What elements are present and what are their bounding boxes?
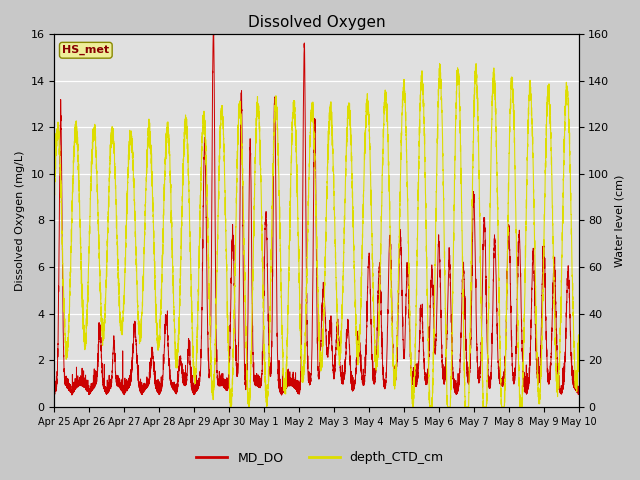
depth_CTD_cm: [299, 369, 307, 375]
depth_CTD_cm: [434, 136, 442, 142]
MD_DO: [547, 373, 554, 379]
Legend: MD_DO, depth_CTD_cm: MD_DO, depth_CTD_cm: [191, 446, 449, 469]
MD_DO: [575, 391, 582, 396]
MD_DO: [449, 359, 456, 365]
MD_DO: [228, 222, 236, 228]
MD_DO: [553, 332, 561, 337]
depth_CTD_cm: [227, 404, 234, 410]
depth_CTD_cm: [449, 297, 456, 302]
MD_DO: [434, 266, 442, 272]
Line: MD_DO: MD_DO: [54, 34, 579, 395]
MD_DO: [278, 392, 285, 398]
depth_CTD_cm: [436, 60, 444, 66]
Y-axis label: Dissolved Oxygen (mg/L): Dissolved Oxygen (mg/L): [15, 150, 25, 291]
depth_CTD_cm: [228, 371, 236, 377]
Line: depth_CTD_cm: depth_CTD_cm: [54, 63, 579, 407]
Y-axis label: Water level (cm): Water level (cm): [615, 174, 625, 266]
MD_DO: [299, 216, 307, 222]
MD_DO: [51, 392, 58, 397]
depth_CTD_cm: [547, 118, 554, 124]
depth_CTD_cm: [51, 196, 58, 202]
MD_DO: [209, 31, 217, 37]
depth_CTD_cm: [553, 373, 561, 379]
Text: HS_met: HS_met: [62, 45, 109, 55]
depth_CTD_cm: [575, 332, 582, 338]
Title: Dissolved Oxygen: Dissolved Oxygen: [248, 15, 385, 30]
